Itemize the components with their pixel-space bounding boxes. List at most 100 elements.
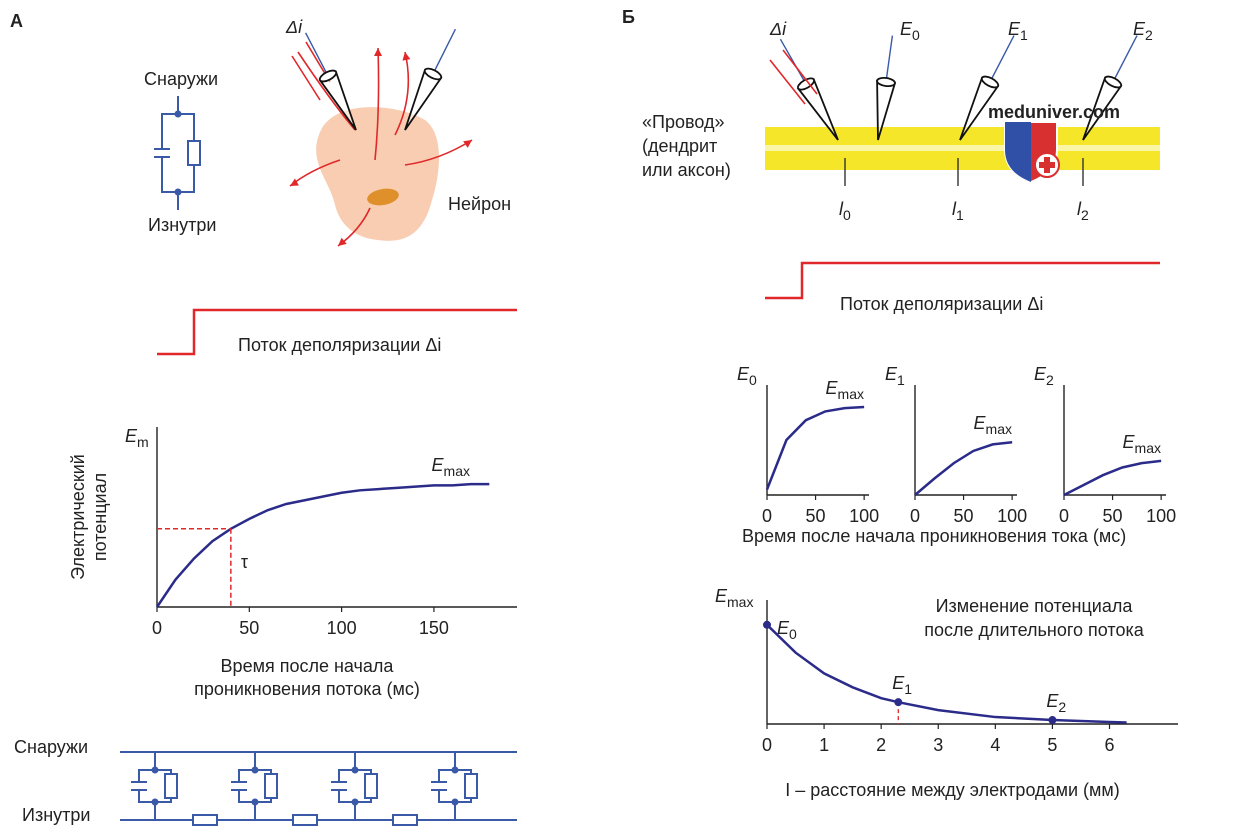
- data-point: [1048, 716, 1057, 725]
- injection-arrow: [291, 55, 321, 101]
- resistor: [364, 773, 378, 799]
- x-tick-label: 0: [762, 735, 772, 755]
- cable-inside-label: Изнутри: [22, 805, 90, 825]
- y-axis-title-line: потенциал: [90, 473, 110, 561]
- electrode-rim: [876, 76, 896, 88]
- electrode-wire: [432, 28, 457, 75]
- chart-title: после длительного потока: [924, 620, 1144, 640]
- node: [451, 798, 459, 806]
- resistor: [264, 773, 278, 799]
- capacitor-gap: [156, 150, 168, 156]
- x-tick-label: 100: [997, 506, 1027, 526]
- x-tick-label: 0: [152, 618, 162, 638]
- electrode-rim: [980, 75, 1000, 89]
- end-label-base: E: [432, 455, 445, 475]
- electrode-label: E2: [1133, 19, 1153, 43]
- resistor: [164, 773, 178, 799]
- axial-resistor: [392, 814, 418, 826]
- position-label-base: l: [1077, 199, 1082, 219]
- arrow-head: [338, 237, 347, 246]
- x-tick-label: 50: [239, 618, 259, 638]
- capacitor-gap: [233, 783, 245, 789]
- electrode-rim: [1103, 75, 1123, 89]
- position-label: l2: [1077, 199, 1089, 223]
- curve: [1063, 459, 1162, 497]
- current-arrow: [374, 47, 380, 161]
- arrow-head: [374, 48, 382, 56]
- position-label-base: l: [839, 199, 844, 219]
- electrode-rim: [797, 77, 815, 91]
- electrode-label-base: E: [900, 19, 913, 39]
- current-label: Δi: [769, 19, 787, 39]
- end-label: Emax: [826, 378, 864, 402]
- x-tick-label: 6: [1104, 735, 1114, 755]
- x-tick-label: 0: [762, 506, 772, 526]
- electrode-wire: [779, 38, 807, 85]
- step-line: [157, 308, 517, 356]
- x-tick-label: 100: [327, 618, 357, 638]
- x-tick-label: 3: [933, 735, 943, 755]
- end-label-base: E: [1123, 432, 1136, 452]
- point-label-base: E: [892, 673, 905, 693]
- y-label-base: E: [885, 364, 898, 384]
- neuron-label: Нейрон: [448, 194, 511, 214]
- cable-outside-label: Снаружи: [14, 737, 88, 757]
- electrode-label: E0: [900, 19, 920, 43]
- x-tick-label: 50: [1103, 506, 1123, 526]
- y-label-sub: max: [727, 594, 753, 610]
- position-label-base: l: [952, 199, 957, 219]
- y-label-base: E: [1034, 364, 1047, 384]
- y-label-sub: 0: [749, 372, 757, 388]
- end-label-base: E: [826, 378, 839, 398]
- node: [351, 798, 359, 806]
- electrode-label-sub: 2: [1145, 27, 1153, 43]
- data-point: [894, 698, 903, 707]
- x-tick-label: 150: [419, 618, 449, 638]
- arrow-head: [290, 178, 299, 186]
- y-label-sub: 2: [1046, 372, 1054, 388]
- watermark: meduniver.com: [988, 102, 1120, 122]
- wire-label: (дендрит: [642, 136, 717, 156]
- capacitor-gap: [133, 783, 145, 789]
- axial-resistor: [292, 814, 318, 826]
- y-label-base: E: [125, 426, 138, 446]
- wire-label: «Провод»: [642, 112, 724, 132]
- x-tick-label: 4: [990, 735, 1000, 755]
- end-label-sub: max: [1135, 440, 1161, 456]
- y-label: E2: [1034, 364, 1054, 388]
- node: [451, 766, 459, 774]
- node: [174, 110, 182, 118]
- point-label-sub: 2: [1058, 699, 1066, 715]
- end-label: Emax: [432, 455, 470, 479]
- electrode-label-base: E: [1133, 19, 1146, 39]
- watermark-shield-half: [1005, 122, 1031, 182]
- node: [174, 188, 182, 196]
- chart-title: Изменение потенциала: [936, 596, 1134, 616]
- capacitor-gap: [433, 783, 445, 789]
- end-label: Emax: [974, 413, 1012, 437]
- x-tick-label: 100: [849, 506, 879, 526]
- x-axis-label: Время после начала: [221, 656, 395, 676]
- electrode-wire: [885, 35, 894, 83]
- current-arrow: [394, 51, 410, 136]
- neuron-body: [316, 107, 440, 241]
- position-label-sub: 2: [1081, 207, 1089, 223]
- electrode-label: E1: [1008, 19, 1028, 43]
- panel-label: Б: [622, 7, 635, 27]
- end-label-sub: max: [986, 421, 1012, 437]
- end-label: Emax: [1123, 432, 1161, 456]
- y-label-base: E: [715, 586, 728, 606]
- arrow-head: [402, 52, 411, 61]
- step-label: Поток деполяризации Δi: [840, 294, 1043, 314]
- position-label-sub: 0: [843, 207, 851, 223]
- node: [251, 798, 259, 806]
- electrode-wire: [1112, 35, 1138, 83]
- current-arrow: [297, 51, 356, 131]
- end-label-sub: max: [444, 463, 470, 479]
- x-tick-label: 2: [876, 735, 886, 755]
- capacitor-gap: [333, 783, 345, 789]
- x-tick-label: 50: [806, 506, 826, 526]
- axial-resistor: [192, 814, 218, 826]
- wire-highlight: [765, 145, 1160, 151]
